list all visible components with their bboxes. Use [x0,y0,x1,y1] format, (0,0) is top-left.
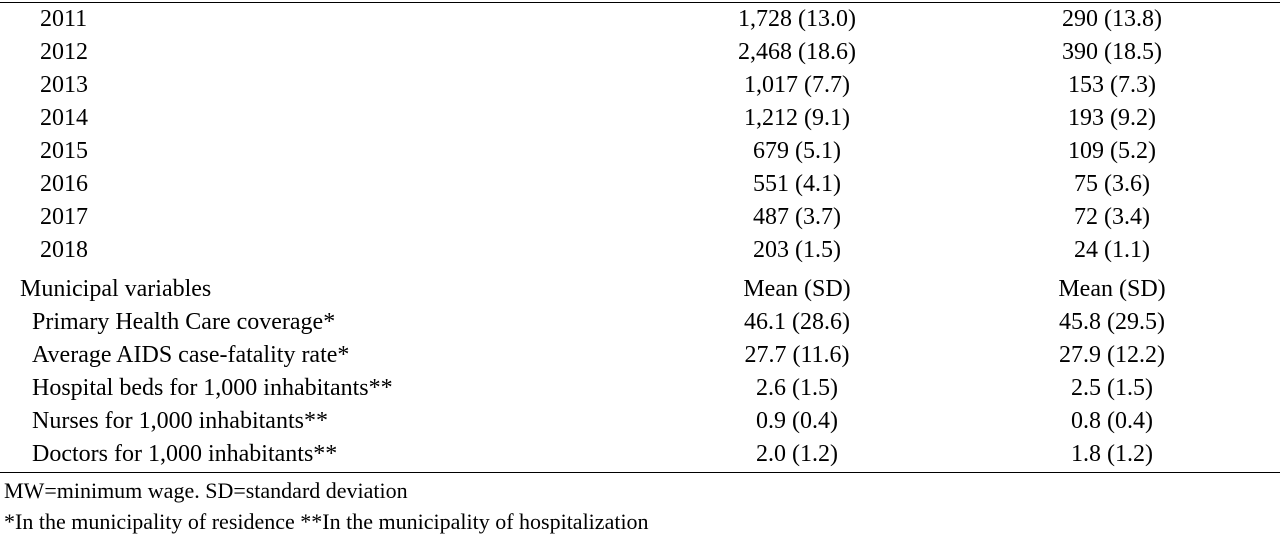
row-label: 2014 [40,105,88,131]
row-label: 2017 [40,204,88,230]
cell-col2: Mean (SD) [1058,276,1166,302]
footnote-abbreviations: MW=minimum wage. SD=standard deviation [4,478,408,503]
table-row: 2016 551 (4.1) 75 (3.6) [0,168,1280,201]
cell-col1: Mean (SD) [743,276,851,302]
table-row: 2015 679 (5.1) 109 (5.2) [0,135,1280,168]
table-row: 2011 1,728 (13.0) 290 (13.8) [0,3,1280,36]
cell-col2: 1.8 (1.2) [1071,441,1153,467]
row-label: 2013 [40,72,88,98]
cell-col1: 2.6 (1.5) [756,375,838,401]
cell-col2: 109 (5.2) [1068,138,1156,164]
cell-col1: 1,212 (9.1) [744,105,850,131]
table-row: 2017 487 (3.7) 72 (3.4) [0,201,1280,234]
cell-col2: 45.8 (29.5) [1059,309,1165,335]
table-row: 2018 203 (1.5) 24 (1.1) [0,234,1280,267]
row-label: Hospital beds for 1,000 inhabitants** [32,375,393,401]
row-label: 2011 [40,6,88,32]
table-row: 2014 1,212 (9.1) 193 (9.2) [0,102,1280,135]
table-row: Hospital beds for 1,000 inhabitants** 2.… [0,372,1280,405]
table-row: Nurses for 1,000 inhabitants** 0.9 (0.4)… [0,405,1280,438]
row-label: 2012 [40,39,88,65]
cell-col2: 24 (1.1) [1074,237,1150,263]
row-label: 2016 [40,171,88,197]
table-row: Primary Health Care coverage* 46.1 (28.6… [0,306,1280,339]
row-label: 2015 [40,138,88,164]
row-label: Nurses for 1,000 inhabitants** [32,408,328,434]
footnote-asterisks: *In the municipality of residence **In t… [4,509,649,534]
cell-col2: 153 (7.3) [1068,72,1156,98]
cell-col2: 2.5 (1.5) [1071,375,1153,401]
cell-col2: 27.9 (12.2) [1059,342,1165,368]
table-row: 2013 1,017 (7.7) 153 (7.3) [0,69,1280,102]
cell-col1: 46.1 (28.6) [744,309,850,335]
cell-col2: 75 (3.6) [1074,171,1150,197]
top-rule [0,2,1280,3]
cell-col2: 390 (18.5) [1062,39,1162,65]
row-label: Primary Health Care coverage* [32,309,336,335]
section-label: Municipal variables [20,276,212,302]
cell-col1: 487 (3.7) [753,204,841,230]
row-label: Doctors for 1,000 inhabitants** [32,441,338,467]
row-label: Average AIDS case-fatality rate* [32,342,350,368]
cell-col1: 203 (1.5) [753,237,841,263]
table-row: Doctors for 1,000 inhabitants** 2.0 (1.2… [0,438,1280,471]
table-row: 2012 2,468 (18.6) 390 (18.5) [0,36,1280,69]
cell-col1: 2,468 (18.6) [738,39,856,65]
cell-col1: 2.0 (1.2) [756,441,838,467]
cell-col1: 0.9 (0.4) [756,408,838,434]
section-header-row: Municipal variables Mean (SD) Mean (SD) [0,273,1280,306]
cell-col2: 0.8 (0.4) [1071,408,1153,434]
table-row: Average AIDS case-fatality rate* 27.7 (1… [0,339,1280,372]
bottom-rule [0,472,1280,473]
cell-col1: 1,728 (13.0) [738,6,856,32]
cell-col2: 193 (9.2) [1068,105,1156,131]
cell-col1: 27.7 (11.6) [744,342,850,368]
row-label: 2018 [40,237,88,263]
cell-col1: 1,017 (7.7) [744,72,850,98]
cell-col1: 551 (4.1) [753,171,841,197]
cell-col2: 72 (3.4) [1074,204,1150,230]
cell-col1: 679 (5.1) [753,138,841,164]
cell-col2: 290 (13.8) [1062,6,1162,32]
